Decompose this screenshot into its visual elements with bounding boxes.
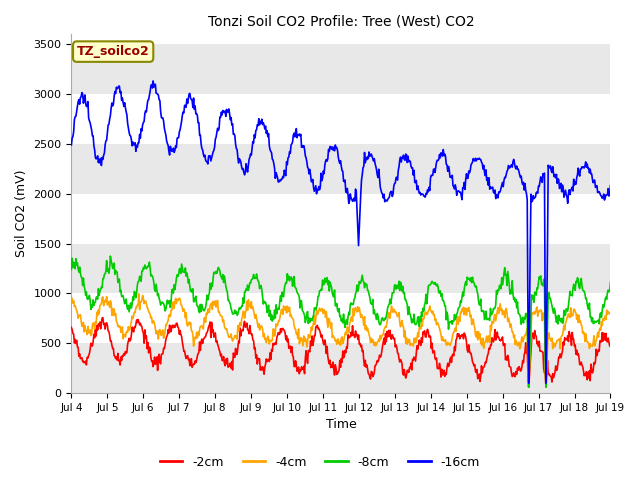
Bar — [72, 144, 611, 194]
Y-axis label: Soil CO2 (mV): Soil CO2 (mV) — [15, 170, 28, 257]
Bar — [72, 44, 611, 94]
Bar — [72, 293, 611, 343]
Text: TZ_soilco2: TZ_soilco2 — [77, 45, 150, 58]
Bar — [72, 343, 611, 393]
Bar — [72, 244, 611, 293]
Bar — [72, 194, 611, 244]
Bar — [72, 94, 611, 144]
Title: Tonzi Soil CO2 Profile: Tree (West) CO2: Tonzi Soil CO2 Profile: Tree (West) CO2 — [207, 15, 474, 29]
Bar — [72, 0, 611, 44]
Legend: -2cm, -4cm, -8cm, -16cm: -2cm, -4cm, -8cm, -16cm — [155, 451, 485, 474]
X-axis label: Time: Time — [326, 419, 356, 432]
